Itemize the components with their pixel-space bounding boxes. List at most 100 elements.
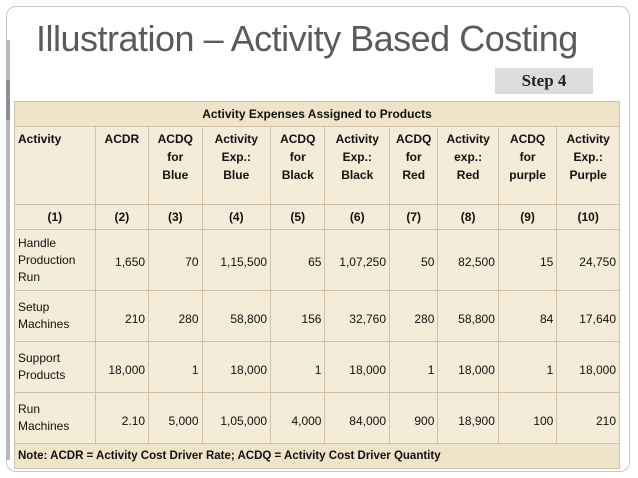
activity-name-line: Production bbox=[18, 252, 76, 267]
table-cell: 84 bbox=[497, 290, 558, 342]
column-header-line: Exp.: bbox=[221, 150, 251, 164]
step-badge: Step 4 bbox=[495, 68, 593, 94]
column-header: Activity Exp.: Blue bbox=[201, 126, 272, 205]
column-number: (1) bbox=[14, 204, 96, 230]
table-cell: 1 bbox=[388, 341, 439, 393]
table-cell: 50 bbox=[388, 229, 439, 291]
table-cell: 1 bbox=[148, 341, 203, 393]
activity-name-line: Machines bbox=[18, 419, 70, 433]
table-header-row: Activity ACDR ACDQ for Blue Activity Exp.: Blue… bbox=[14, 126, 620, 205]
table-cell: 1 bbox=[497, 341, 558, 393]
table-row: Handle Production Run 1,650 70 1,15,500 65 1,07… bbox=[14, 229, 620, 291]
column-number: (4) bbox=[201, 204, 272, 230]
column-header: ACDQ for purple bbox=[497, 126, 558, 205]
column-header: Activity Exp.: Purple bbox=[556, 126, 620, 205]
table-cell: 84,000 bbox=[324, 392, 390, 444]
activity-name-line: Run bbox=[18, 402, 41, 416]
column-header-line: Red bbox=[402, 168, 426, 182]
column-number-row: (1) (2) (3) (4) (5) (6) (7) (8) (9) (10) bbox=[14, 204, 620, 230]
table-cell: 18,000 bbox=[94, 341, 150, 393]
column-number: (7) bbox=[388, 204, 439, 230]
table-cell: 210 bbox=[94, 290, 150, 342]
column-number: (9) bbox=[497, 204, 558, 230]
table-cell: 82,500 bbox=[437, 229, 499, 291]
table-cell: 70 bbox=[148, 229, 203, 291]
activity-name: Run Machines bbox=[14, 392, 96, 444]
column-header-line: ACDQ bbox=[509, 132, 546, 146]
table-cell: 18,000 bbox=[556, 341, 620, 393]
table-cell: 100 bbox=[497, 392, 558, 444]
table-cell: 18,900 bbox=[437, 392, 499, 444]
column-number: (6) bbox=[324, 204, 390, 230]
table-cell: 18,000 bbox=[437, 341, 499, 393]
table-cell: 1,05,000 bbox=[201, 392, 272, 444]
table-cell: 280 bbox=[148, 290, 203, 342]
column-header-line: for bbox=[519, 150, 536, 164]
column-header-line: Red bbox=[456, 168, 480, 182]
table-row: Setup Machines 210 280 58,800 156 32,760 280 58,… bbox=[14, 290, 620, 342]
activity-expenses-table: Activity Expenses Assigned to Products A… bbox=[14, 101, 620, 469]
table-container: Activity Expenses Assigned to Products A… bbox=[14, 101, 620, 469]
column-header-line: purple bbox=[509, 168, 546, 182]
column-header-line: Activity bbox=[566, 132, 610, 146]
left-accent-bar bbox=[6, 40, 10, 460]
column-header-line: Exp.: bbox=[573, 150, 603, 164]
table-cell: 4,000 bbox=[270, 392, 326, 444]
column-header-line: Blue bbox=[223, 168, 250, 182]
table-cell: 15 bbox=[497, 229, 558, 291]
column-header-line: Purple bbox=[569, 168, 607, 182]
table-cell: 65 bbox=[270, 229, 326, 291]
table-note-row: Note: ACDR = Activity Cost Driver Rate; … bbox=[14, 443, 620, 469]
column-number: (8) bbox=[437, 204, 499, 230]
column-header-line: Activity bbox=[335, 132, 379, 146]
table-cell: 18,000 bbox=[324, 341, 390, 393]
column-header: ACDR bbox=[94, 126, 150, 205]
column-header-line: ACDQ bbox=[396, 132, 432, 146]
column-number: (10) bbox=[556, 204, 620, 230]
table-caption-row: Activity Expenses Assigned to Products bbox=[14, 101, 620, 127]
column-header-line: ACDQ bbox=[157, 132, 193, 146]
column-header-line: for bbox=[405, 150, 422, 164]
activity-name-line: Support bbox=[18, 351, 61, 365]
column-header: Activity bbox=[14, 126, 96, 205]
column-header: Activity exp.: Red bbox=[437, 126, 499, 205]
column-number: (5) bbox=[270, 204, 326, 230]
table-cell: 210 bbox=[556, 392, 620, 444]
column-header-line: Activity bbox=[446, 132, 490, 146]
activity-name: Setup Machines bbox=[14, 290, 96, 342]
left-accent-bar-highlight bbox=[6, 80, 10, 120]
column-header: ACDQ for Red bbox=[388, 126, 439, 205]
table-cell: 58,800 bbox=[201, 290, 272, 342]
column-header: ACDQ for Blue bbox=[148, 126, 203, 205]
table-note: Note: ACDR = Activity Cost Driver Rate; … bbox=[14, 443, 620, 469]
column-number: (3) bbox=[148, 204, 203, 230]
table-cell: 58,800 bbox=[437, 290, 499, 342]
activity-name: Handle Production Run bbox=[14, 229, 96, 291]
table-row: Support Products 18,000 1 18,000 1 18,000 1 18,0… bbox=[14, 341, 620, 393]
column-header-line: Activity bbox=[18, 132, 62, 146]
table-cell: 900 bbox=[388, 392, 439, 444]
activity-name: Support Products bbox=[14, 341, 96, 393]
table-cell: 1,15,500 bbox=[201, 229, 272, 291]
table-cell: 17,640 bbox=[556, 290, 620, 342]
column-header-line: exp.: bbox=[454, 150, 483, 164]
table-cell: 1 bbox=[270, 341, 326, 393]
table-cell: 18,000 bbox=[201, 341, 272, 393]
slide-title: Illustration – Activity Based Costing bbox=[36, 18, 578, 59]
column-header: Activity Exp.: Black bbox=[324, 126, 390, 205]
activity-name-line: Setup bbox=[18, 300, 50, 314]
column-number: (2) bbox=[94, 204, 150, 230]
column-header-line: for bbox=[289, 150, 306, 164]
table-cell: 156 bbox=[270, 290, 326, 342]
column-header-line: Exp.: bbox=[342, 150, 372, 164]
column-header-line: ACDQ bbox=[280, 132, 316, 146]
column-header-line: Black bbox=[341, 168, 374, 182]
table-cell: 2.10 bbox=[94, 392, 150, 444]
activity-name-line: Handle bbox=[18, 235, 57, 250]
column-header-line: Black bbox=[281, 168, 314, 182]
table-cell: 5,000 bbox=[148, 392, 203, 444]
table-caption: Activity Expenses Assigned to Products bbox=[14, 101, 620, 127]
column-header-line: Activity bbox=[214, 132, 258, 146]
column-header-line: Blue bbox=[162, 168, 189, 182]
column-header: ACDQ for Black bbox=[270, 126, 326, 205]
